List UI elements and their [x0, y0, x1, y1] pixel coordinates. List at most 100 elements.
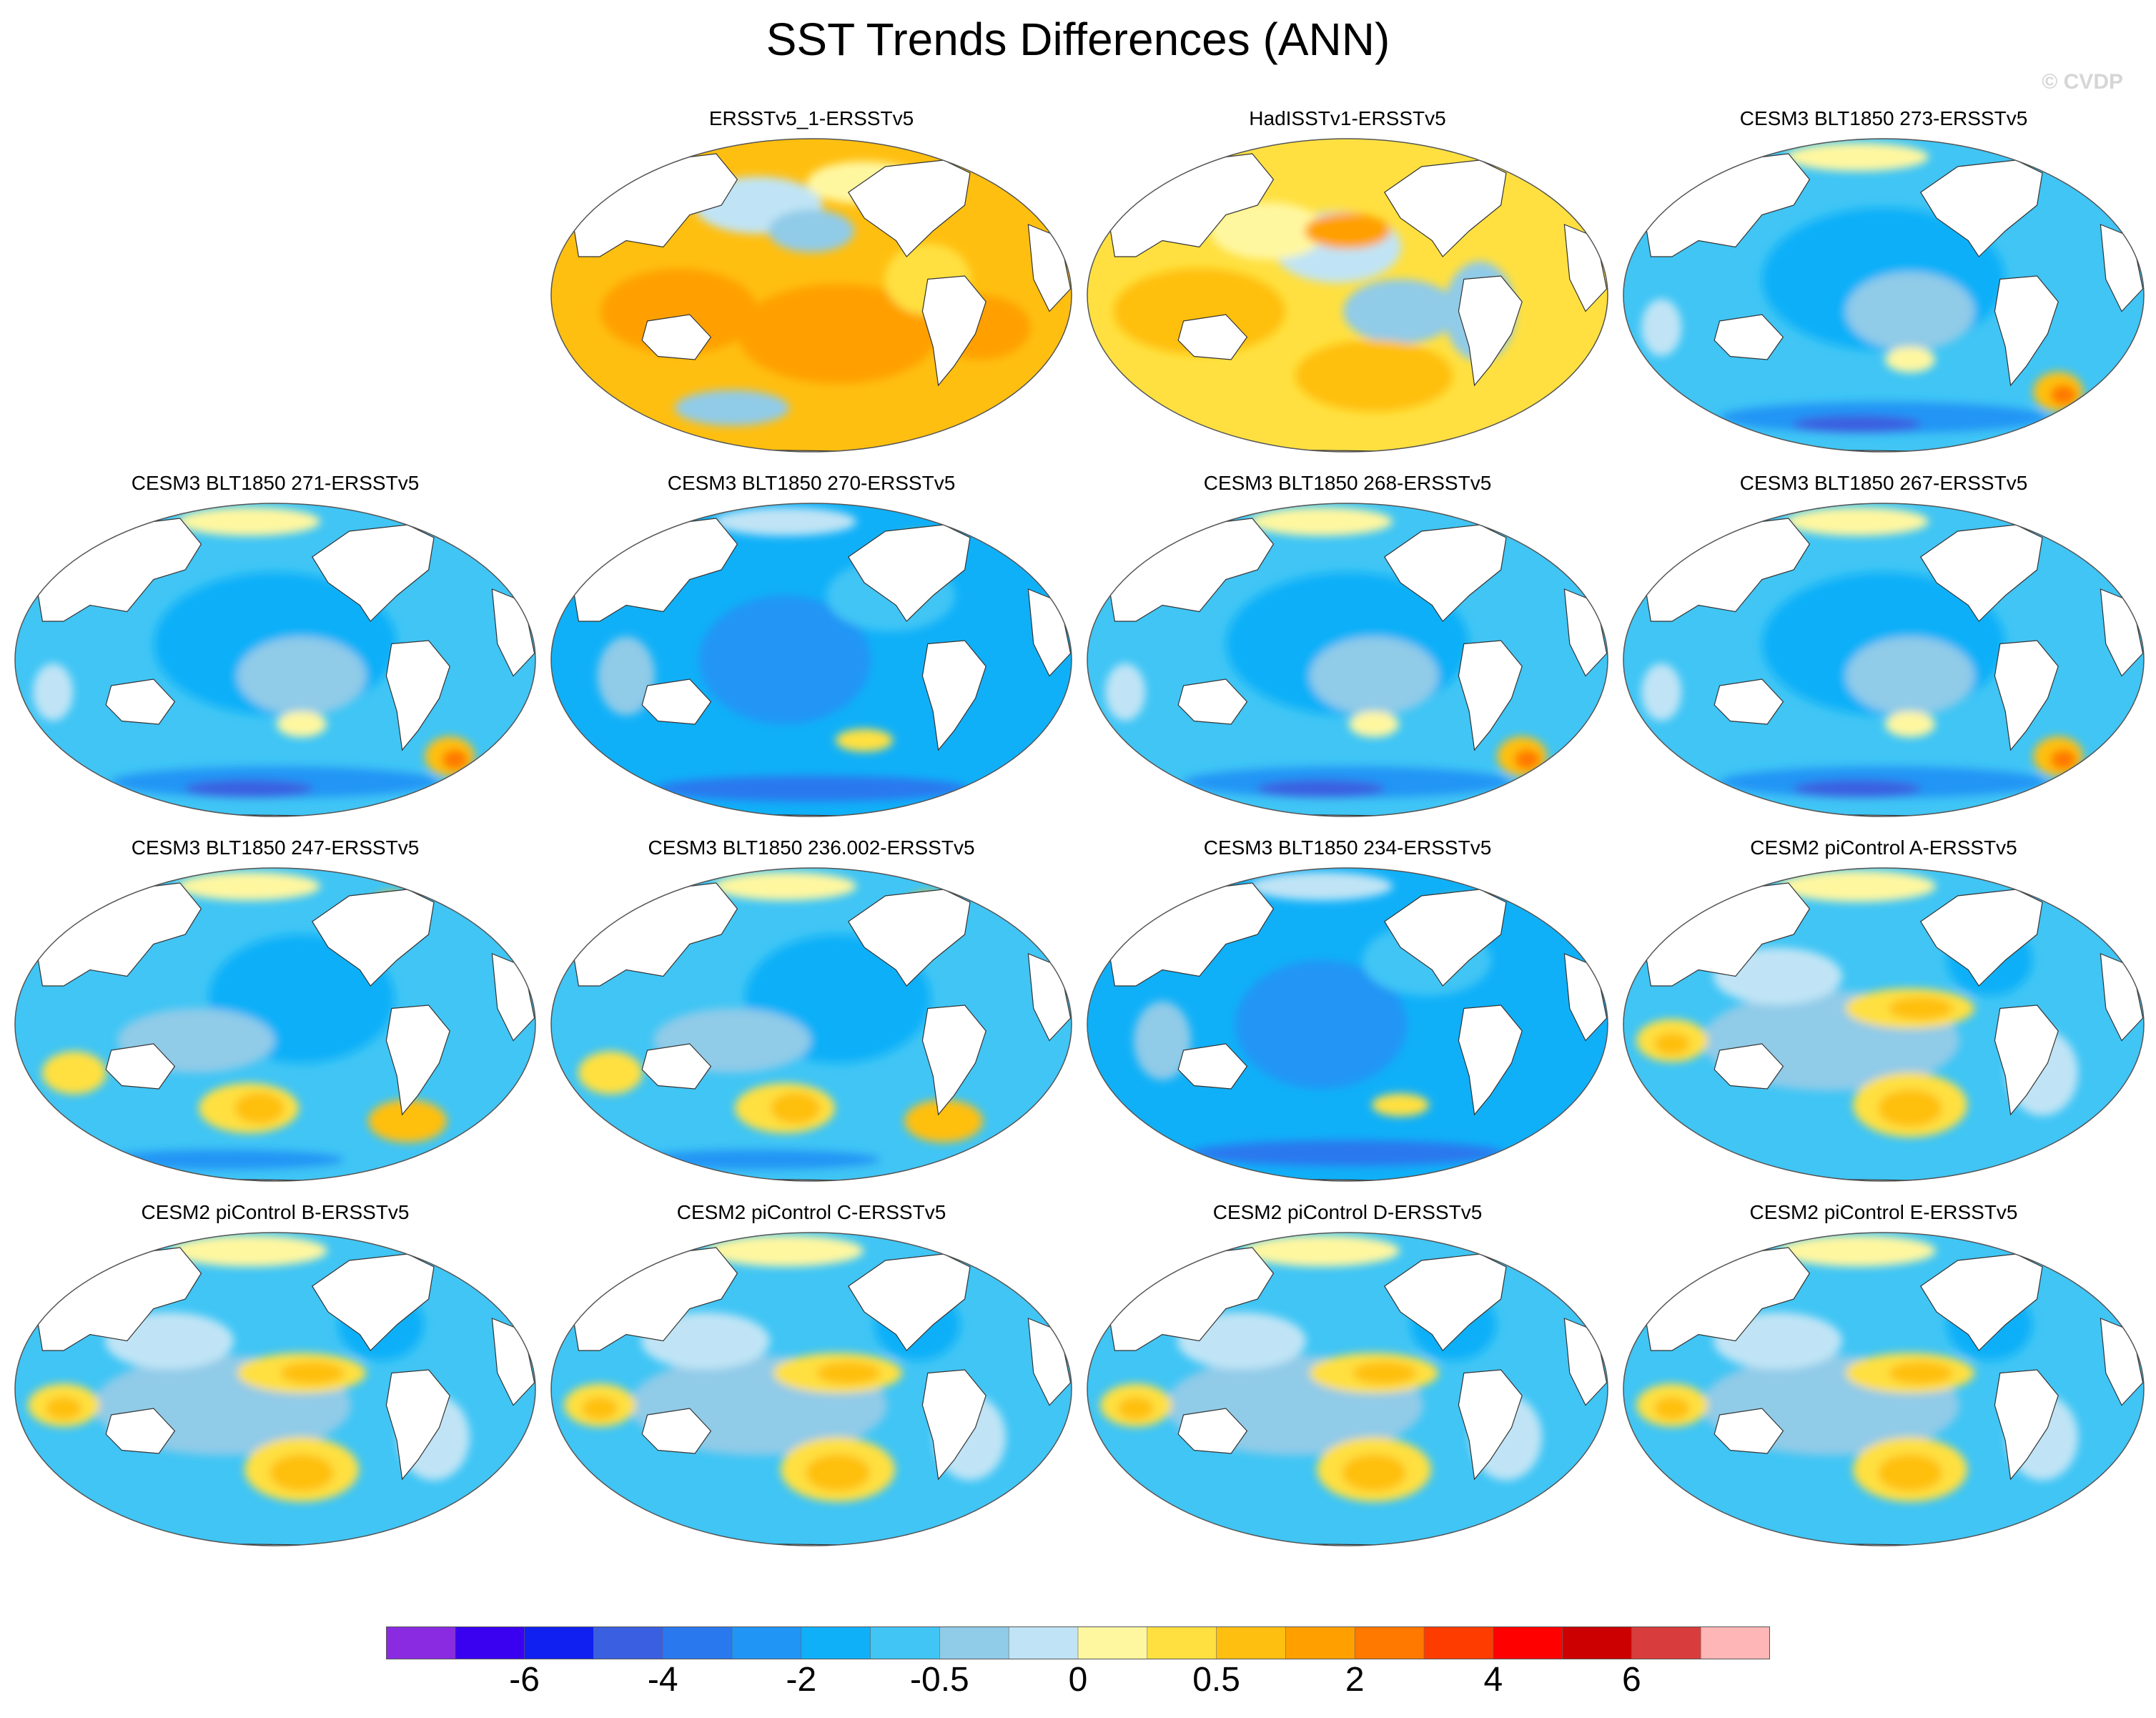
panel-title: HadISSTv1-ERSSTv5	[1249, 107, 1446, 129]
panel-title: CESM3 BLT1850 273-ERSSTv5	[1739, 107, 2028, 129]
map-border	[1623, 138, 2145, 453]
panel-title: CESM3 BLT1850 267-ERSSTv5	[1739, 472, 2028, 494]
anomaly-region	[1342, 1454, 1406, 1491]
robinson-map	[550, 503, 1072, 817]
land-mass	[1714, 1043, 1784, 1090]
anomaly-region	[101, 1150, 344, 1170]
map-border	[550, 138, 1072, 453]
colorbar-tick-label: -6	[509, 1661, 540, 1699]
land-mass	[105, 678, 176, 725]
anomaly-region	[1885, 347, 1935, 372]
land-mass	[641, 314, 712, 360]
anomaly-region	[1878, 1454, 1942, 1491]
land-mass	[641, 678, 712, 725]
anomaly-region	[1779, 870, 1936, 902]
panel-title: CESM2 piControl A-ERSSTv5	[1750, 836, 2017, 859]
land-mass	[1994, 1004, 2059, 1116]
colorbar-tick-label: 0	[1068, 1661, 1088, 1699]
land-mass	[385, 1004, 450, 1116]
map-panel: CESM3 BLT1850 270-ERSSTv5	[547, 472, 1076, 817]
anomaly-region	[1888, 997, 1953, 1020]
land-mass	[311, 1253, 435, 1351]
anomaly-region	[836, 729, 893, 752]
land-mass	[1383, 159, 1507, 257]
robinson-map	[1623, 138, 2145, 453]
land-mass	[1994, 275, 2059, 387]
robinson-map	[550, 138, 1072, 453]
anomaly-region	[600, 268, 758, 355]
anomaly-region	[1793, 780, 1922, 797]
land-mass	[1994, 1369, 2059, 1481]
colorbar-tick-label: -4	[647, 1661, 678, 1699]
anomaly-region	[1641, 663, 1682, 721]
anomaly-region	[280, 1361, 345, 1385]
colorbar-swatch	[1631, 1626, 1702, 1659]
anomaly-region	[768, 209, 854, 252]
anomaly-region	[1779, 1235, 1936, 1267]
map-panel: CESM2 piControl B-ERSSTv5	[11, 1201, 540, 1546]
land-mass	[1383, 524, 1507, 622]
land-mass	[1177, 1408, 1248, 1454]
anomaly-region	[1349, 711, 1399, 737]
land-mass	[105, 1043, 176, 1090]
anomaly-region	[170, 1235, 327, 1267]
panel-title: CESM2 piControl C-ERSSTv5	[676, 1201, 946, 1223]
anomaly-region	[1310, 636, 1438, 716]
robinson-map	[1087, 1232, 1608, 1546]
colorbar-tick-label: 6	[1622, 1661, 1641, 1699]
colorbar	[386, 1626, 1770, 1659]
anomaly-region	[578, 1051, 643, 1095]
colorbar-swatch	[870, 1626, 941, 1659]
anomaly-region	[654, 776, 969, 801]
map-panel: HadISSTv1-ERSSTv5	[1083, 107, 1612, 453]
anomaly-region	[270, 1454, 334, 1491]
land-mass	[1177, 678, 1248, 725]
anomaly-region	[1514, 749, 1541, 770]
robinson-map	[14, 1232, 536, 1546]
map-border	[1623, 503, 2145, 817]
panel-title: CESM3 BLT1850 268-ERSSTv5	[1203, 472, 1492, 494]
land-mass	[1714, 314, 1784, 360]
map-border	[1087, 138, 1608, 453]
colorbar-swatch	[1285, 1626, 1356, 1659]
colorbar-swatch	[1077, 1626, 1148, 1659]
robinson-map	[14, 867, 536, 1182]
anomaly-region	[706, 1235, 864, 1267]
map-panel: CESM2 piControl A-ERSSTv5	[1619, 836, 2148, 1182]
land-mass	[1714, 1408, 1784, 1454]
anomaly-region	[1235, 960, 1407, 1089]
anomaly-region	[442, 749, 468, 770]
land-mass	[1383, 889, 1507, 987]
map-panel: CESM3 BLT1850 273-ERSSTv5	[1619, 107, 2148, 453]
map-panel: ERSSTv5_1-ERSSTv5	[547, 107, 1076, 453]
anomaly-region	[1793, 415, 1922, 433]
land-mass	[1177, 314, 1248, 360]
map-panel: CESM2 piControl D-ERSSTv5	[1083, 1201, 1612, 1546]
panel-title: CESM2 piControl B-ERSSTv5	[141, 1201, 410, 1223]
anomaly-region	[675, 390, 789, 426]
colorbar-swatch	[524, 1626, 595, 1659]
land-mass	[385, 1369, 450, 1481]
anomaly-region	[1257, 780, 1385, 797]
map-border	[14, 1232, 536, 1546]
land-mass	[1458, 1004, 1523, 1116]
panel-title: CESM3 BLT1850 247-ERSSTv5	[131, 836, 420, 859]
anomaly-region	[2050, 749, 2077, 770]
anomaly-region	[1343, 279, 1458, 344]
land-mass	[311, 889, 435, 987]
colorbar-swatches	[386, 1626, 1770, 1659]
anomaly-region	[1250, 872, 1393, 901]
colorbar-swatch	[801, 1626, 871, 1659]
land-mass	[1714, 678, 1784, 725]
colorbar-swatch	[1147, 1626, 1217, 1659]
anomaly-region	[637, 1150, 880, 1170]
anomaly-region	[1352, 1361, 1417, 1385]
panel-title: ERSSTv5_1-ERSSTv5	[708, 107, 914, 129]
colorbar-swatch	[1700, 1626, 1770, 1659]
colorbar-swatch	[1562, 1626, 1633, 1659]
colorbar-swatch	[939, 1626, 1010, 1659]
anomaly-region	[2050, 385, 2077, 405]
anomaly-region	[582, 1397, 618, 1420]
land-mass	[641, 1408, 712, 1454]
robinson-map	[1087, 867, 1608, 1182]
